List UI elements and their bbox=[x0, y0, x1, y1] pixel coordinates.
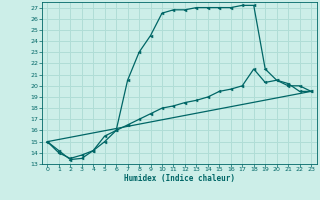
X-axis label: Humidex (Indice chaleur): Humidex (Indice chaleur) bbox=[124, 174, 235, 183]
